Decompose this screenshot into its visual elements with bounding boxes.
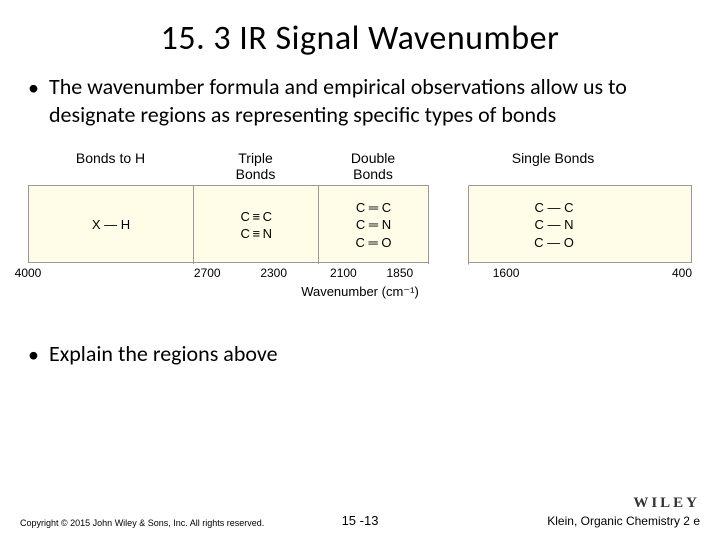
axis-ticks: 4000 2700 2300 2100 1850 1600 400	[28, 266, 692, 282]
header-double-bonds: Double Bonds	[318, 150, 428, 182]
cell-single-bonds: C — C C — N C — O	[469, 186, 639, 264]
cell-triple-bonds: C ≡ C C ≡ N	[194, 186, 319, 264]
tick-1600: 1600	[493, 266, 520, 280]
tick-4000: 4000	[15, 266, 42, 280]
bullet-text: Explain the regions above	[49, 340, 692, 368]
header-triple-bonds: Triple Bonds	[193, 150, 318, 182]
wiley-logo: WILEY	[633, 495, 700, 512]
page-number: 15 -13	[342, 513, 379, 528]
cell-bonds-to-h: X — H	[29, 186, 194, 264]
tick-2300: 2300	[260, 266, 287, 280]
footer-right: WILEY Klein, Organic Chemistry 2 e	[547, 495, 700, 528]
slide-title: 15. 3 IR Signal Wavenumber	[0, 0, 720, 59]
cell-gap	[429, 185, 469, 265]
region-box: X — H C ≡ C C ≡ N C ═ C C ═ N C ═ O C — …	[28, 185, 692, 263]
bond-cn-triple: C ≡ N	[240, 225, 271, 243]
cell-double-bonds: C ═ C C ═ N C ═ O	[319, 186, 429, 264]
bond-cc-double: C ═ C	[356, 199, 391, 217]
axis-label: Wavenumber (cm⁻¹)	[28, 284, 692, 300]
book-reference: Klein, Organic Chemistry 2 e	[547, 514, 700, 528]
bullet-section-2: • Explain the regions above	[0, 300, 720, 369]
bullet-1: • The wavenumber formula and empirical o…	[28, 73, 692, 128]
copyright-text: Copyright © 2015 John Wiley & Sons, Inc.…	[20, 518, 264, 528]
header-single-bonds: Single Bonds	[468, 150, 638, 182]
bond-co-single: C — O	[534, 234, 574, 252]
tick-2100: 2100	[330, 266, 357, 280]
bullet-section-1: • The wavenumber formula and empirical o…	[0, 59, 720, 128]
bond-xh: X — H	[92, 216, 130, 234]
bond-cn-double: C ═ N	[356, 216, 391, 234]
region-headers: Bonds to H Triple Bonds Double Bonds Sin…	[28, 150, 692, 182]
bond-cc-triple: C ≡ C	[240, 208, 271, 226]
ir-diagram: Bonds to H Triple Bonds Double Bonds Sin…	[0, 128, 720, 300]
tick-400: 400	[672, 266, 692, 280]
tick-1850: 1850	[386, 266, 413, 280]
tick-2700: 2700	[194, 266, 221, 280]
header-gap	[428, 150, 468, 182]
bond-cc-single: C — C	[535, 199, 574, 217]
bond-cn-single: C — N	[535, 216, 574, 234]
bullet-text: The wavenumber formula and empirical obs…	[49, 73, 692, 128]
bullet-2: • Explain the regions above	[28, 340, 692, 369]
bullet-marker: •	[28, 74, 39, 102]
bond-co-double: C ═ O	[356, 234, 392, 252]
bullet-marker: •	[28, 341, 39, 369]
footer: Copyright © 2015 John Wiley & Sons, Inc.…	[0, 495, 720, 528]
header-bonds-to-h: Bonds to H	[28, 150, 193, 182]
